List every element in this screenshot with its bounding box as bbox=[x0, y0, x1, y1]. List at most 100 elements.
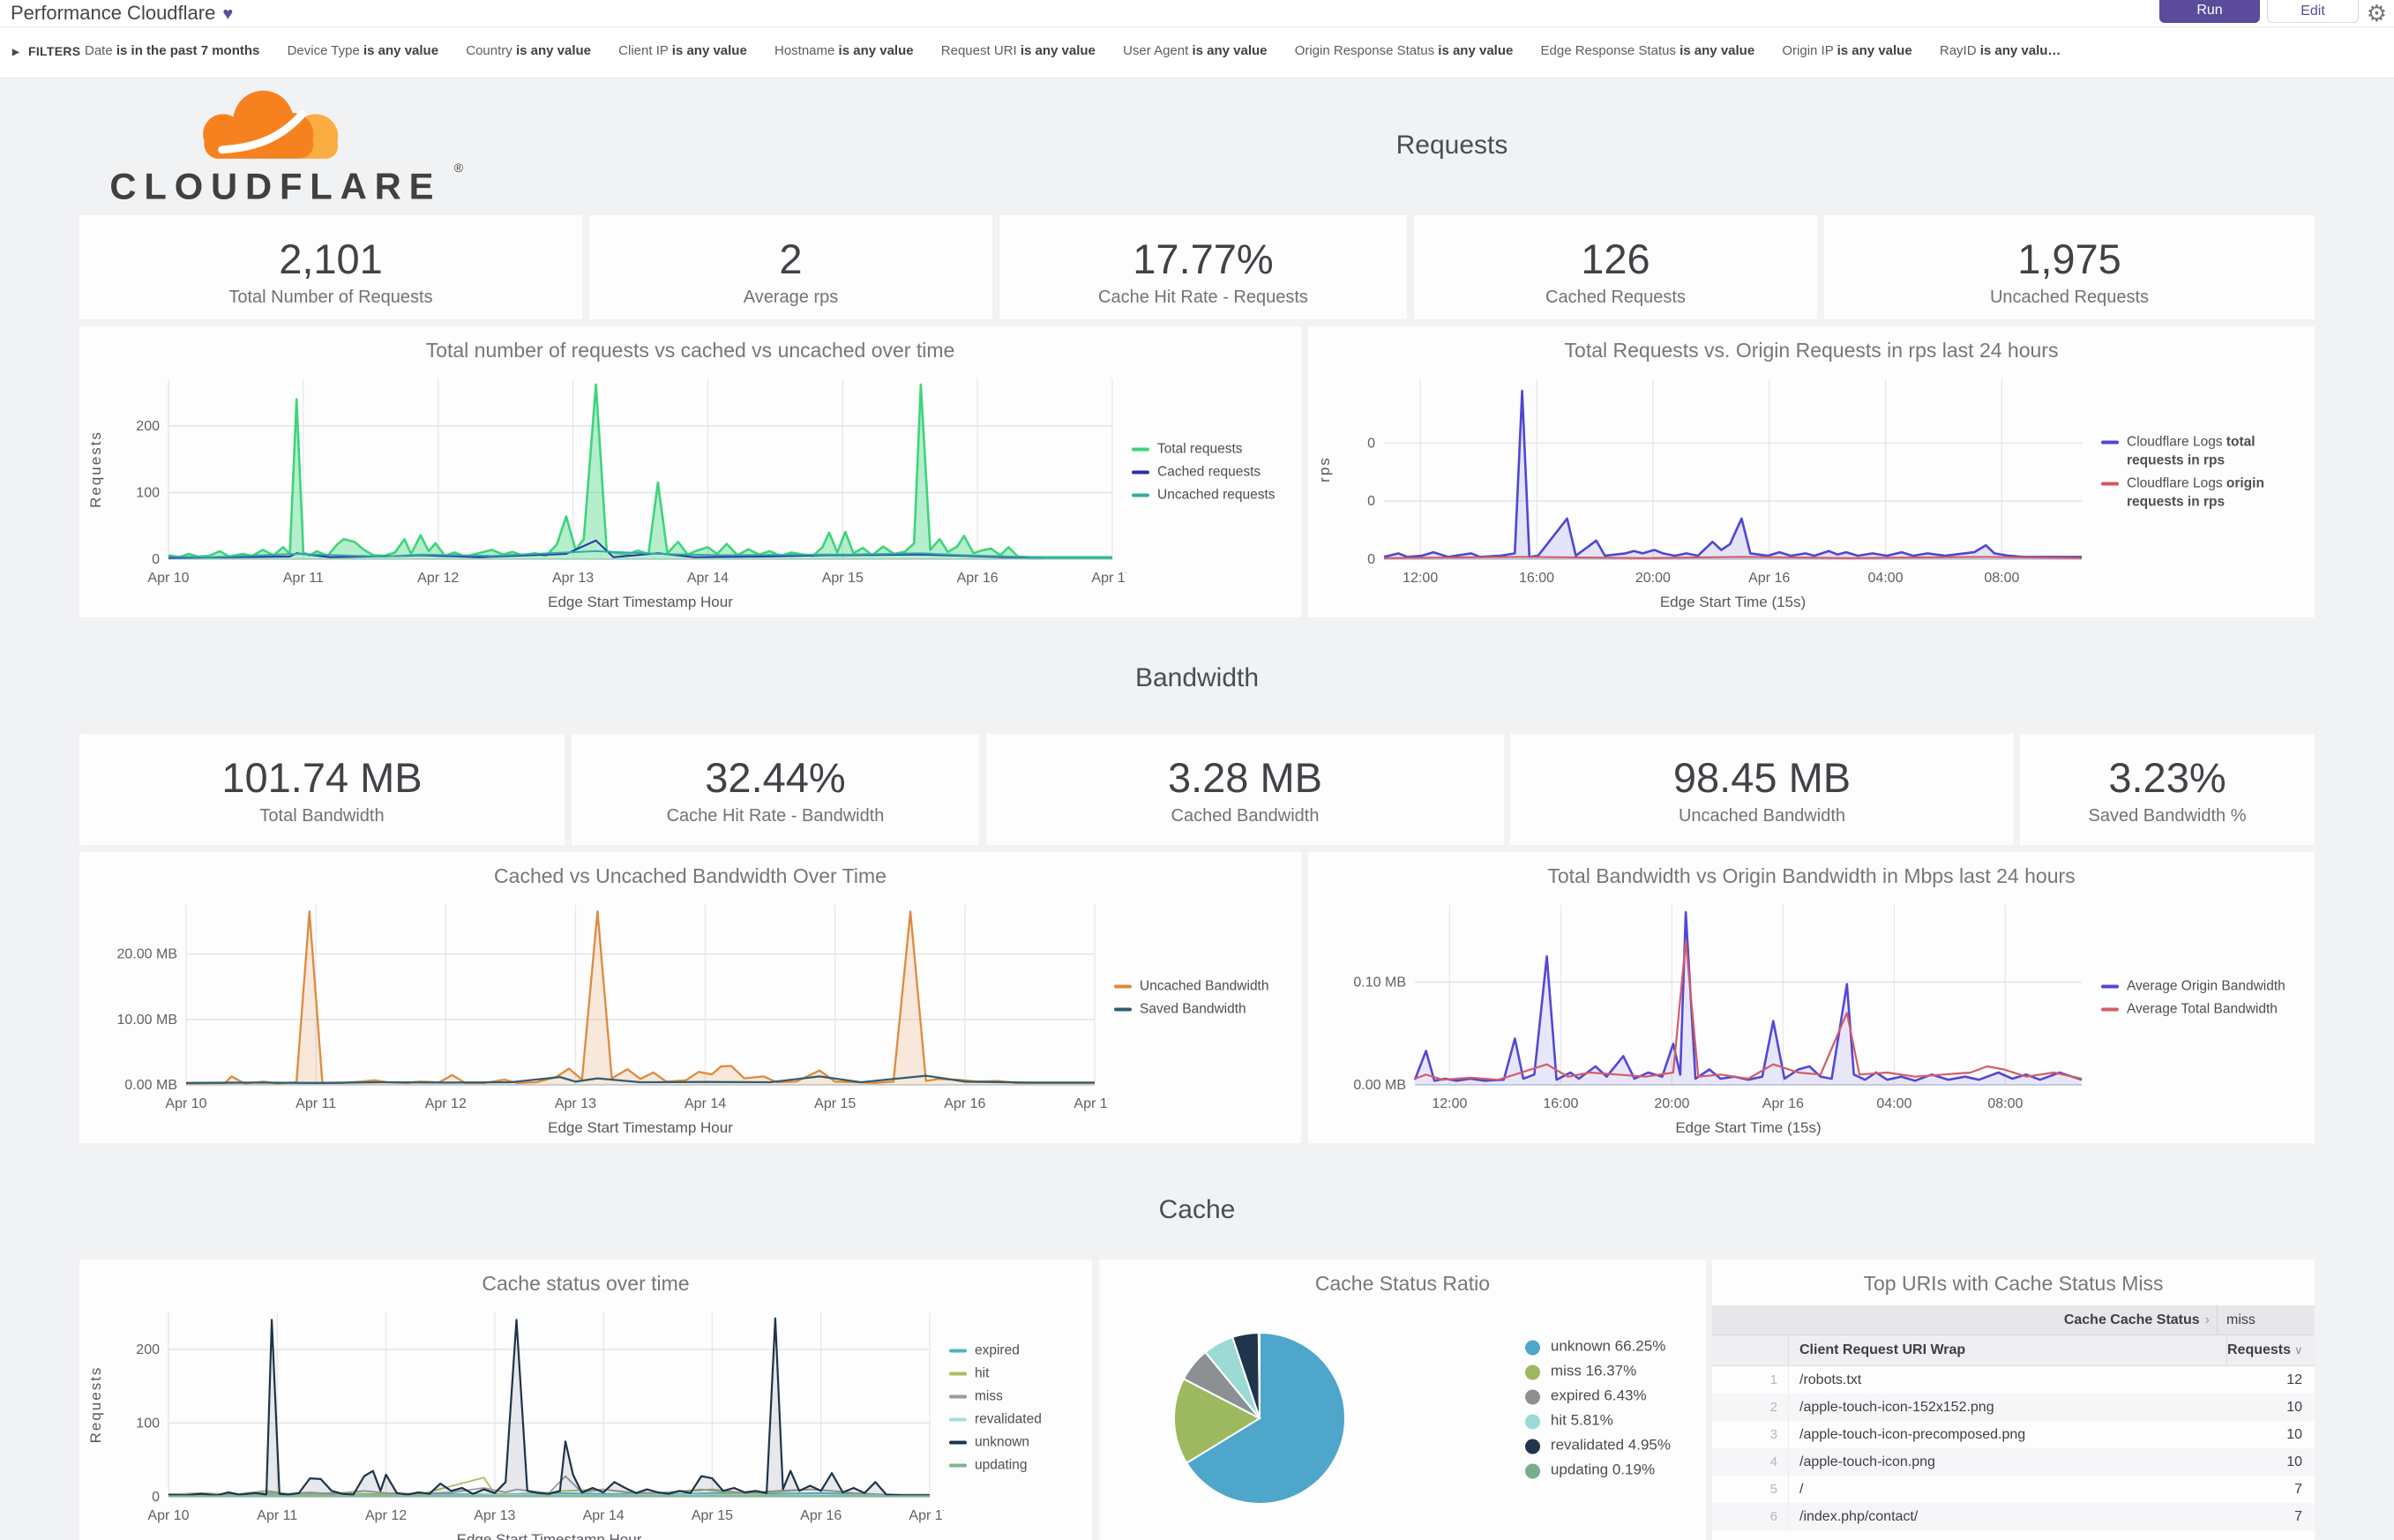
filter-item[interactable]: Edge Response Status is any value bbox=[1540, 43, 1755, 58]
legend-item[interactable]: miss bbox=[949, 1387, 1081, 1405]
kpi-value: 2,101 bbox=[279, 235, 383, 282]
requests-column-header[interactable]: Requests ∨ bbox=[2226, 1335, 2315, 1365]
uri-column-header[interactable]: Client Request URI Wrap bbox=[1799, 1342, 1966, 1357]
legend-item[interactable]: updating bbox=[949, 1455, 1081, 1474]
table-pivot-header: Cache Cache Status › miss bbox=[1712, 1305, 2315, 1335]
edit-button[interactable]: Edit bbox=[2267, 0, 2359, 23]
legend-dot bbox=[1524, 1463, 1540, 1478]
pie-legend-item[interactable]: updating 0.19% bbox=[1524, 1460, 1671, 1478]
kpi-value: 1,975 bbox=[2017, 235, 2121, 282]
table-row[interactable]: 5 / 7 bbox=[1712, 1476, 2315, 1503]
filter-item[interactable]: Device Type is any value bbox=[287, 43, 439, 58]
legend-label: Uncached Bandwidth bbox=[1140, 978, 1269, 994]
svg-text:Apr 13: Apr 13 bbox=[555, 1096, 596, 1111]
filter-item[interactable]: RayID is any valu… bbox=[1939, 43, 2061, 58]
cloudflare-wordmark: CLOUDFLARE bbox=[109, 165, 441, 206]
filter-item[interactable]: Request URI is any value bbox=[940, 43, 1096, 58]
svg-text:Apr 11: Apr 11 bbox=[283, 571, 324, 586]
filter-item[interactable]: Origin Response Status is any value bbox=[1294, 43, 1514, 58]
row-requests: 7 bbox=[2294, 1481, 2302, 1497]
svg-text:200: 200 bbox=[136, 1342, 160, 1357]
legend-item[interactable]: Uncached Bandwidth bbox=[1114, 977, 1291, 996]
pie-chart[interactable] bbox=[1170, 1328, 1350, 1513]
table-row[interactable]: 3 /apple-touch-icon-precomposed.png 10 bbox=[1712, 1421, 2315, 1448]
kpi-value: 3.28 MB bbox=[1167, 754, 1323, 801]
legend-item[interactable]: Cached requests bbox=[1132, 463, 1291, 482]
legend-item[interactable]: Total requests bbox=[1132, 440, 1291, 459]
filter-item[interactable]: Date is in the past 7 months bbox=[85, 43, 260, 58]
svg-text:100: 100 bbox=[136, 485, 160, 500]
legend-item[interactable]: Uncached requests bbox=[1132, 486, 1291, 505]
legend-swatch bbox=[1114, 1007, 1132, 1012]
chart-plot-area[interactable]: Apr 10 Apr 11 Apr 12 Apr 13 Apr 14 Apr 15 Apr … bbox=[85, 1302, 951, 1540]
table-row[interactable]: 6 /index.php/contact/ 7 bbox=[1712, 1503, 2315, 1530]
legend-item[interactable]: unknown bbox=[949, 1432, 1081, 1451]
pie-legend-item[interactable]: unknown 66.25% bbox=[1524, 1336, 1671, 1355]
filters-label-text: FILTERS bbox=[28, 44, 81, 58]
pie-slice-updating[interactable] bbox=[1257, 1331, 1261, 1419]
legend-item[interactable]: Average Origin Bandwidth bbox=[2101, 977, 2304, 996]
filter-item[interactable]: Country is any value bbox=[466, 43, 591, 58]
legend-item[interactable]: Saved Bandwidth bbox=[1114, 1000, 1291, 1019]
chart-title: Cached vs Uncached Bandwidth Over Time bbox=[494, 864, 887, 887]
run-button[interactable]: Run bbox=[2159, 0, 2260, 23]
pie-legend-item[interactable]: hit 5.81% bbox=[1524, 1410, 1671, 1429]
filter-item[interactable]: Hostname is any value bbox=[774, 43, 914, 58]
legend-label: Total requests bbox=[1157, 441, 1243, 457]
legend-swatch bbox=[1132, 470, 1149, 475]
pie-slice-miss[interactable] bbox=[1173, 1377, 1262, 1465]
row-requests: 10 bbox=[2286, 1399, 2302, 1415]
legend-item[interactable]: Cloudflare Logs origin requests in rps bbox=[2101, 475, 2304, 512]
legend-label: Cloudflare Logs origin requests in rps bbox=[2127, 475, 2264, 510]
legend-item[interactable]: Cloudflare Logs total requests in rps bbox=[2101, 433, 2304, 470]
legend-label: expired bbox=[975, 1342, 1020, 1357]
chart-plot-area[interactable]: 12:00 16:00 20:00 Apr 16 04:00 08:00 0 0 0 Edge S… bbox=[1313, 369, 2096, 614]
legend-item[interactable]: hit bbox=[949, 1364, 1081, 1382]
pie-legend-item[interactable]: revalidated 4.95% bbox=[1524, 1435, 1671, 1454]
legend-item[interactable]: expired bbox=[949, 1341, 1081, 1359]
kpi-label: Cached Requests bbox=[1545, 288, 1686, 307]
kpi-value: 32.44% bbox=[705, 754, 846, 801]
filter-item[interactable]: Client IP is any value bbox=[618, 43, 747, 58]
pie-legend-item[interactable]: expired 6.43% bbox=[1524, 1386, 1671, 1404]
filter-item[interactable]: Origin IP is any value bbox=[1782, 43, 1912, 58]
kpi-value: 2 bbox=[779, 235, 803, 282]
legend-swatch bbox=[949, 1349, 967, 1352]
row-number-header bbox=[1712, 1335, 1789, 1365]
filter-item[interactable]: User Agent is any value bbox=[1123, 43, 1268, 58]
legend-label: Cloudflare Logs total requests in rps bbox=[2127, 434, 2256, 468]
svg-text:0: 0 bbox=[152, 1490, 160, 1505]
svg-text:08:00: 08:00 bbox=[1987, 1096, 2023, 1111]
legend-swatch bbox=[2101, 1007, 2119, 1012]
svg-text:Apr 14: Apr 14 bbox=[685, 1096, 726, 1111]
legend-item[interactable]: revalidated bbox=[949, 1409, 1081, 1428]
pie-slice-unknown[interactable] bbox=[1185, 1331, 1346, 1505]
gear-icon[interactable]: ⚙ bbox=[2366, 0, 2387, 26]
chart-svg: 12:00 16:00 20:00 Apr 16 04:00 08:00 0 0 0 Edge S… bbox=[1316, 379, 2083, 610]
kpi-label: Cache Hit Rate - Requests bbox=[1098, 288, 1308, 307]
legend-item[interactable]: Average Total Bandwidth bbox=[2101, 1000, 2304, 1019]
legend-swatch bbox=[1132, 447, 1149, 452]
chart-plot-area[interactable]: Apr 10 Apr 11 Apr 12 Apr 13 Apr 14 Apr 15 Apr … bbox=[85, 369, 1133, 614]
chart-plot-area[interactable]: 12:00 16:00 20:00 Apr 16 04:00 08:00 0.00 MB 0.… bbox=[1313, 894, 2096, 1140]
cloudflare-logo-image: CLOUDFLARE ® bbox=[109, 90, 464, 206]
pie-svg bbox=[1173, 1331, 1346, 1505]
pivot-header-label[interactable]: Cache Cache Status › bbox=[2063, 1312, 2210, 1327]
svg-text:Apr 12: Apr 12 bbox=[425, 1096, 467, 1111]
pie-legend-item[interactable]: miss 16.37% bbox=[1524, 1361, 1671, 1379]
filters-toggle[interactable]: ▶ FILTERS bbox=[12, 44, 80, 58]
svg-text:16:00: 16:00 bbox=[1543, 1096, 1578, 1111]
svg-text:20:00: 20:00 bbox=[1635, 571, 1671, 586]
table-row[interactable]: 1 /robots.txt 12 bbox=[1712, 1366, 2315, 1394]
svg-text:Apr 16: Apr 16 bbox=[944, 1096, 985, 1111]
table-row[interactable]: 4 /apple-touch-icon.png 10 bbox=[1712, 1448, 2315, 1476]
data-table: Cache Cache Status › miss Client Request … bbox=[1712, 1305, 2315, 1530]
kpi-bandwidth-2: 3.28 MB Cached Bandwidth bbox=[986, 734, 1504, 845]
kpi-value: 17.77% bbox=[1133, 235, 1274, 282]
table-row[interactable]: 2 /apple-touch-icon-152x152.png 10 bbox=[1712, 1394, 2315, 1421]
legend-label: miss bbox=[975, 1388, 1003, 1403]
chart-plot-area[interactable]: Apr 10 Apr 11 Apr 12 Apr 13 Apr 14 Apr 15 Apr … bbox=[85, 894, 1116, 1140]
svg-text:0: 0 bbox=[1367, 552, 1375, 567]
kpi-label: Cache Hit Rate - Bandwidth bbox=[666, 806, 885, 826]
